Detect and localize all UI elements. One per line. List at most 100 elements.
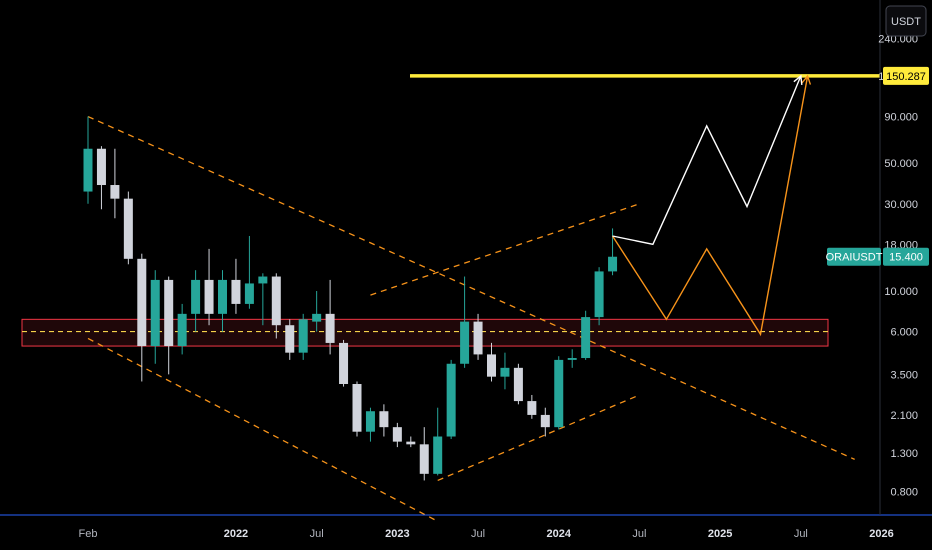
candle — [244, 235, 254, 309]
candle — [312, 291, 322, 332]
x-axis: Feb 2022 Jul 2023 Jul 2024 Jul 2025 Jul 2026 — [79, 528, 894, 540]
candle-body — [123, 198, 133, 259]
candle — [581, 310, 591, 360]
x-tick-label: 2025 — [708, 528, 732, 540]
x-tick-label: Jul — [632, 528, 646, 540]
x-tick-label: 2024 — [547, 528, 572, 540]
projection-layer — [410, 74, 880, 337]
candle — [594, 267, 604, 326]
trendline-1 — [87, 115, 855, 460]
candle-body — [352, 384, 362, 432]
currency-label: USDT — [891, 16, 921, 28]
trendline-2 — [87, 337, 439, 522]
candle — [446, 359, 456, 440]
x-tick-label: 2026 — [869, 528, 893, 540]
y-tick-label: 30.000 — [884, 199, 918, 211]
candle — [392, 422, 402, 448]
candle-body — [554, 359, 564, 428]
candle — [460, 276, 470, 368]
candle-body — [191, 279, 201, 314]
candle-body — [312, 313, 322, 322]
x-tick-label: Jul — [471, 528, 485, 540]
candle — [540, 407, 550, 437]
candle — [204, 248, 214, 326]
y-tick-label: 1.300 — [890, 448, 918, 460]
candle — [123, 191, 133, 265]
projection-path-white — [612, 75, 802, 246]
candle — [325, 279, 335, 355]
candle-body — [110, 185, 120, 199]
x-tick-label: Jul — [794, 528, 808, 540]
candle — [137, 253, 147, 382]
price-labels: USDT 150.287 ORAIUSDT 15.400 — [826, 5, 929, 266]
candle-body — [285, 325, 295, 353]
candle — [177, 303, 187, 355]
y-tick-label: 10.000 — [884, 286, 918, 298]
candle — [271, 273, 281, 339]
y-tick-label: 0.800 — [890, 487, 918, 499]
candle — [110, 148, 120, 219]
trendline-4 — [437, 394, 640, 482]
candle-body — [204, 279, 214, 314]
candle-body — [177, 313, 187, 347]
y-tick-label: 50.000 — [884, 158, 918, 170]
candle — [150, 270, 160, 364]
x-tick-label: 2023 — [385, 528, 409, 540]
candle — [218, 270, 227, 332]
candle-body — [271, 276, 281, 326]
candle — [473, 313, 483, 360]
candle-body — [419, 444, 429, 474]
candle — [339, 339, 349, 387]
candle-body — [218, 279, 227, 314]
candle-body — [231, 279, 241, 304]
y-tick-label: 6.000 — [890, 327, 918, 339]
candle-body — [83, 148, 93, 192]
candle — [191, 270, 201, 332]
symbol-badge — [827, 247, 881, 266]
candle — [285, 319, 295, 360]
candle-body — [298, 319, 308, 353]
candle-body — [473, 321, 483, 355]
candle-body — [446, 363, 456, 437]
y-axis: 0.8001.3002.1003.5006.00010.00018.00030.… — [878, 34, 918, 499]
candle-body — [150, 279, 160, 347]
candle-body — [433, 436, 443, 474]
candle — [419, 427, 429, 481]
candle — [500, 352, 510, 390]
candles-layer — [83, 116, 618, 481]
candle — [96, 146, 106, 210]
arrowhead-orange — [801, 74, 812, 85]
currency-button[interactable]: USDT — [885, 5, 927, 37]
candle — [487, 342, 496, 382]
candle-body — [540, 414, 550, 428]
last-price-label: 15.400 — [889, 252, 923, 264]
symbol-label: ORAIUSDT — [826, 252, 883, 264]
candle-body — [460, 321, 470, 364]
candle-body — [258, 276, 268, 284]
candle — [365, 407, 375, 442]
candle — [352, 381, 362, 437]
candle — [83, 116, 93, 204]
projection-path-orange — [611, 75, 809, 337]
candle — [527, 394, 537, 419]
candle-body — [527, 401, 537, 415]
candle-body — [244, 283, 254, 304]
candle-body — [608, 256, 618, 272]
candle-body — [365, 411, 375, 432]
candle-body — [581, 317, 591, 359]
candle-body — [164, 279, 174, 347]
last-price-badge — [883, 247, 929, 266]
candle — [567, 349, 577, 368]
y-tick-label: 2.100 — [890, 410, 918, 422]
candle-body — [339, 342, 349, 385]
arrowhead-white — [793, 74, 803, 86]
x-tick-label: Jul — [310, 528, 324, 540]
candle — [298, 313, 308, 360]
candle-body — [379, 411, 389, 428]
y-tick-label: 3.500 — [890, 369, 918, 381]
candle — [231, 258, 241, 314]
trendline-3 — [370, 203, 640, 296]
candle-body — [96, 148, 106, 186]
target-price-badge — [883, 66, 929, 85]
